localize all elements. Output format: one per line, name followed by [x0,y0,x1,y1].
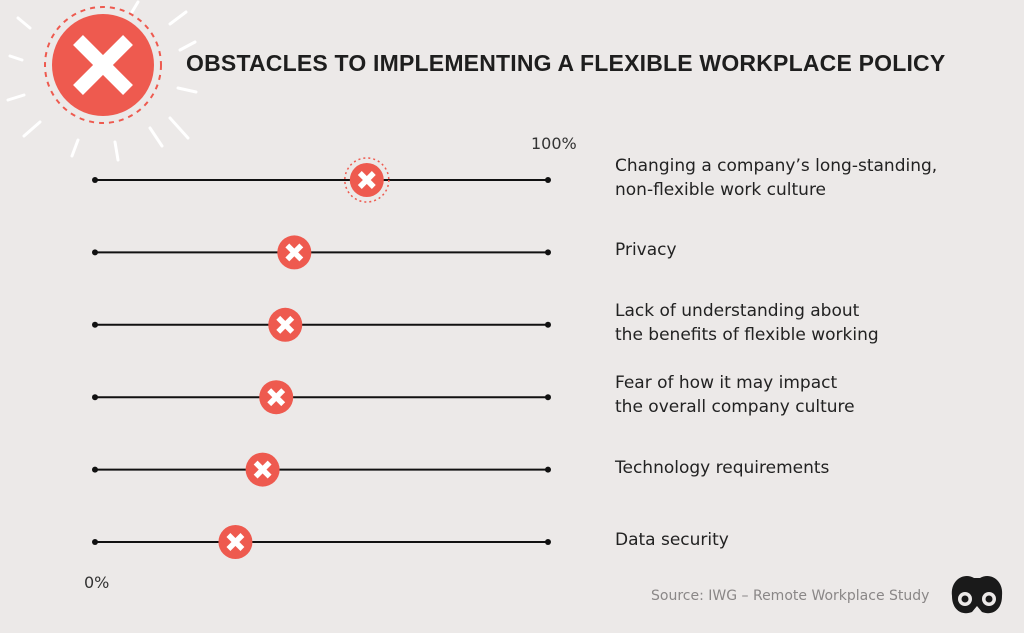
category-label: Data security [615,528,729,552]
category-label-line: the overall company culture [615,397,855,418]
track-start-dot [92,177,98,183]
category-label-line: Data security [615,530,729,550]
track-end-dot [545,539,551,545]
x-mark-icon [357,171,376,189]
category-label-line: the benefits of flexible working [615,324,879,345]
category-label: Privacy [615,238,677,262]
chart-title: OBSTACLES TO IMPLEMENTING A FLEXIBLE WOR… [186,50,946,76]
track-start-dot [92,249,98,256]
source-note: Source: IWG – Remote Workplace Study [651,588,930,604]
x-mark-burst-icon [6,0,198,162]
category-label: Technology requirements [615,456,829,480]
track-start-dot [92,321,98,328]
track-start-dot [92,539,98,545]
x-mark-icon [267,388,286,407]
category-label: Lack of understanding about the benefits … [615,299,879,347]
category-label: Fear of how it may impact the overall com… [615,371,855,419]
category-label-line: Technology requirements [615,457,830,478]
x-mark-icon [253,460,272,479]
track-end-dot [545,321,551,328]
track-end-dot [545,394,551,401]
category-label-line: non-flexible work culture [615,180,827,200]
binoculars-logo-icon [951,576,1003,614]
track-end-dot [545,249,551,256]
axis-min-label: 0% [84,573,110,592]
x-mark-icon [276,315,295,334]
category-label-line: Fear of how it may impact [615,373,838,394]
category-label-line: Privacy [615,240,677,261]
category-label-line: Changing a company’s long-standing, [615,156,938,176]
track-start-dot [92,466,98,473]
category-label-line: Lack of understanding about [615,300,860,321]
track-end-dot [545,177,551,183]
marker-highlight-ring [344,157,390,203]
category-label: Changing a company’s long-standing, non-f… [615,154,937,202]
x-mark-icon [285,243,304,262]
track-end-dot [545,466,551,473]
x-mark-icon [226,533,245,551]
axis-max-label: 100% [531,134,577,153]
track-start-dot [92,394,98,401]
